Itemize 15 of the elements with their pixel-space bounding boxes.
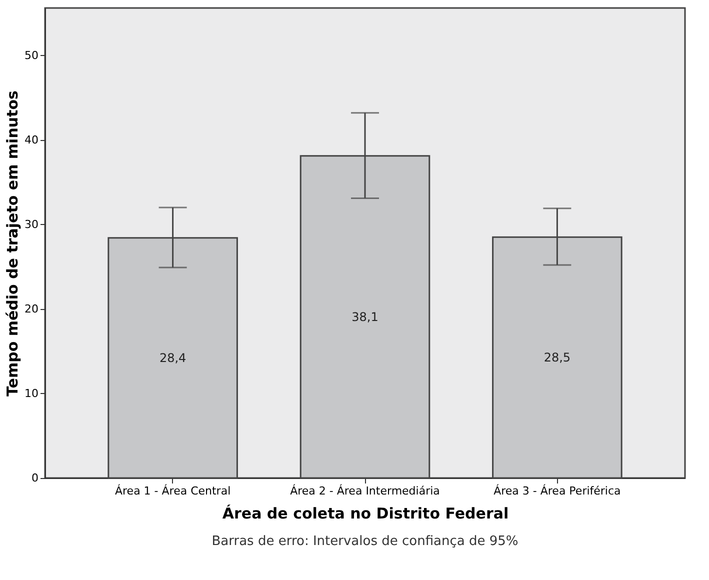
y-tick-label: 20	[24, 302, 38, 316]
y-tick-label: 30	[24, 218, 38, 231]
data-label: 38,1	[352, 310, 378, 324]
x-tick-label: Área 1 - Área Central	[114, 484, 231, 498]
y-tick-label: 50	[24, 48, 38, 62]
x-tick-label: Área 3 - Área Periférica	[494, 484, 621, 498]
x-tick-label: Área 2 - Área Intermediária	[290, 484, 440, 498]
y-tick-label: 0	[32, 472, 38, 484]
y-tick-label: 40	[24, 133, 38, 146]
x-axis-title: Área de coleta no Distrito Federal	[222, 504, 509, 522]
y-axis-title: Tempo médio de trajeto em minutos	[4, 90, 22, 396]
text: Barras de erro: Intervalos de confiança de 95%	[212, 534, 518, 549]
data-label: 28,5	[544, 350, 571, 365]
y-tick-label: 10	[24, 386, 38, 400]
data-label: 28,4	[159, 350, 186, 365]
